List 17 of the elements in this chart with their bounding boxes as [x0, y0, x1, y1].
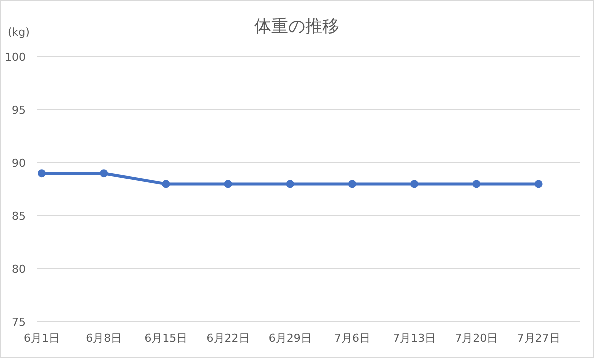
x-tick-label: 6月29日: [268, 332, 312, 345]
y-tick-label: 80: [12, 263, 26, 276]
x-tick-label: 7月27日: [517, 332, 560, 345]
x-tick-label: 6月22日: [206, 332, 250, 345]
y-axis-title: (kg): [8, 26, 30, 39]
x-tick-label: 6月1日: [24, 332, 60, 345]
x-tick-label: 6月15日: [144, 332, 188, 345]
x-tick-label: 6月8日: [86, 332, 122, 345]
y-tick-label: 90: [12, 157, 26, 170]
y-tick-label: 75: [12, 316, 26, 329]
x-tick-label: 7月6日: [334, 332, 370, 345]
y-tick-label: 95: [12, 104, 26, 117]
x-tick-label: 7月13日: [393, 332, 436, 345]
y-tick-label: 100: [5, 51, 26, 64]
y-tick-label: 85: [12, 210, 26, 223]
chart-title: 体重の推移: [254, 17, 340, 37]
x-tick-label: 7月20日: [455, 332, 498, 345]
